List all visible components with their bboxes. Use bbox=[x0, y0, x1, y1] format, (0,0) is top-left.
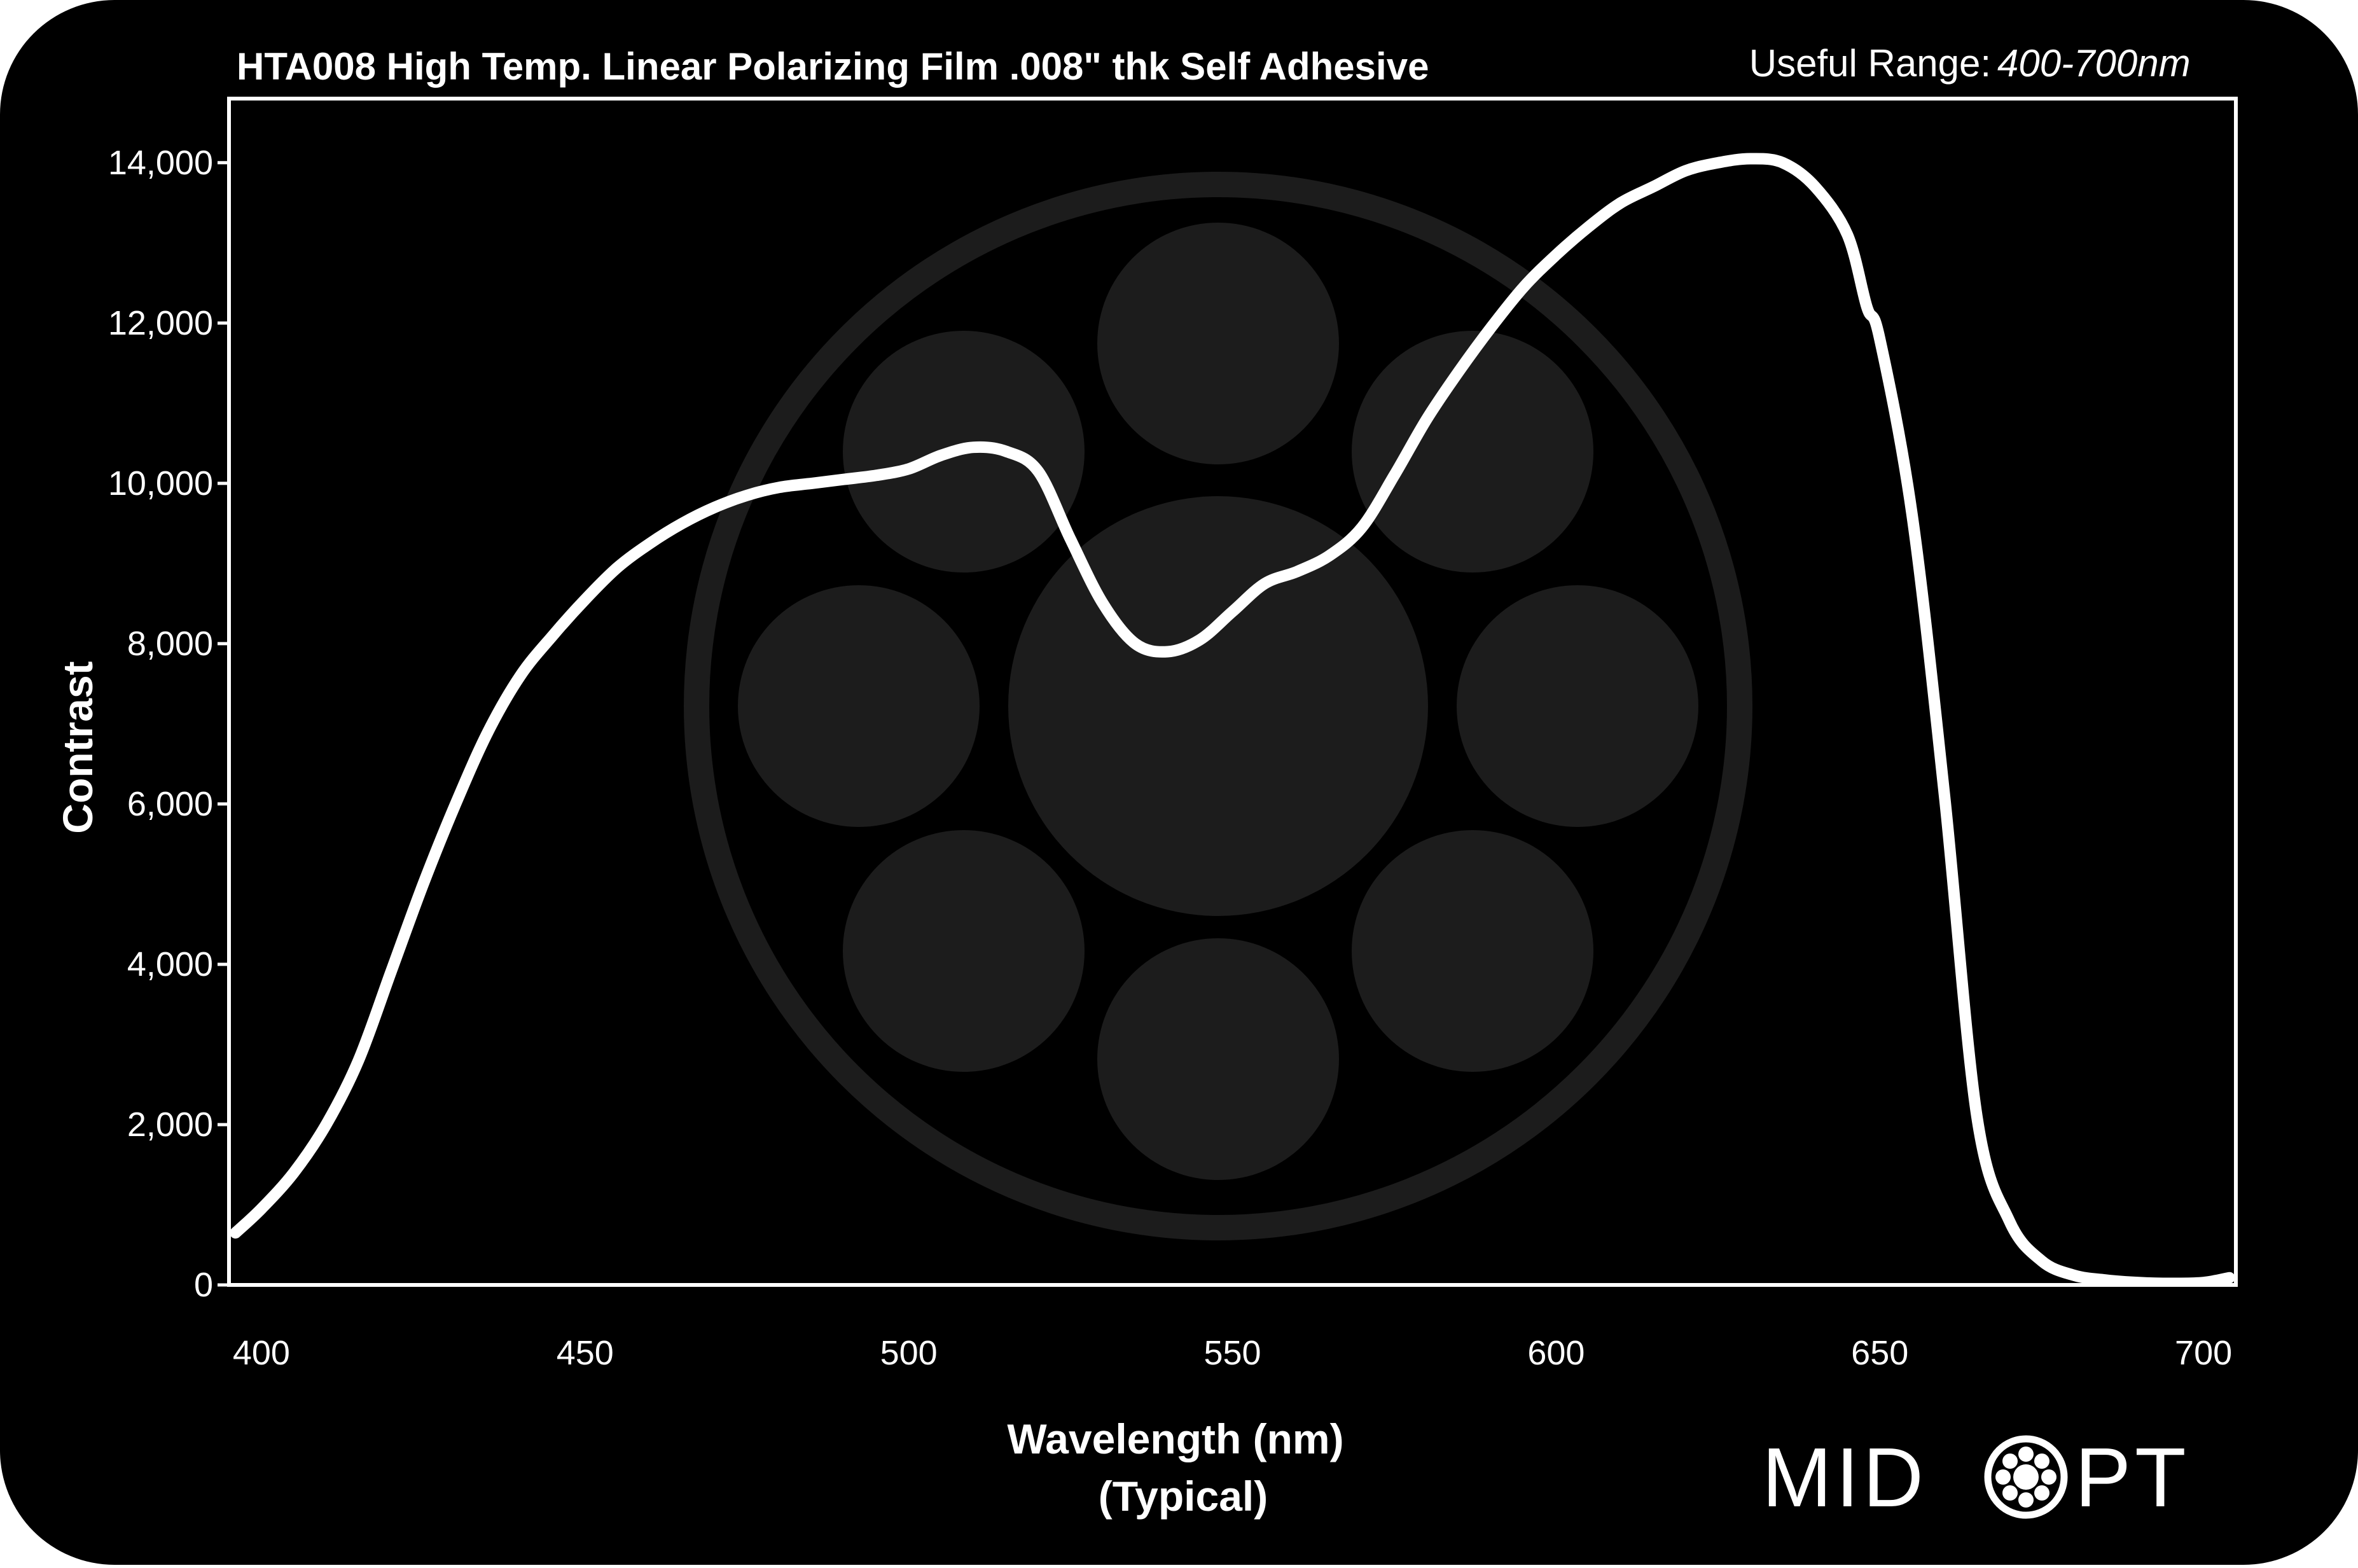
plot-frame bbox=[227, 97, 2238, 1287]
midopt-logo: MID PT bbox=[1762, 1431, 2190, 1524]
x-tick-label: 450 bbox=[557, 1334, 614, 1372]
chart-title: HTA008 High Temp. Linear Polarizing Film… bbox=[237, 45, 1429, 88]
contrast-series-line bbox=[230, 153, 2235, 1285]
watermark-disc bbox=[1352, 830, 1593, 1072]
x-axis-title: Wavelength (nm) bbox=[1007, 1415, 1343, 1462]
useful-range-value: 400-700nm bbox=[1997, 42, 2191, 85]
midopt-watermark-icon bbox=[684, 172, 1752, 1240]
y-tick-label: 6,000 bbox=[127, 785, 213, 823]
x-tick-label: 600 bbox=[1527, 1334, 1585, 1372]
logo-o-icon bbox=[1984, 1435, 2068, 1519]
y-tick-label: 10,000 bbox=[108, 464, 213, 503]
watermark-disc bbox=[738, 585, 980, 827]
logo-text-right: PT bbox=[2075, 1431, 2190, 1524]
x-tick-label: 700 bbox=[2175, 1334, 2232, 1372]
y-axis-title: Contrast bbox=[54, 661, 101, 833]
x-axis-subtitle: (Typical) bbox=[1099, 1473, 1268, 1520]
x-tick-label: 400 bbox=[233, 1334, 290, 1372]
watermark-disc bbox=[1352, 331, 1593, 572]
watermark-disc bbox=[1097, 938, 1339, 1180]
y-tick-label: 0 bbox=[194, 1266, 213, 1304]
x-tick-label: 500 bbox=[880, 1334, 938, 1372]
x-tick-label: 550 bbox=[1203, 1334, 1261, 1372]
x-tick-label: 650 bbox=[1851, 1334, 1908, 1372]
y-tick-label: 8,000 bbox=[127, 625, 213, 663]
watermark-disc bbox=[1457, 585, 1698, 827]
y-tick-label: 2,000 bbox=[127, 1106, 213, 1144]
watermark-center-disc bbox=[1008, 496, 1428, 916]
y-tick-label: 12,000 bbox=[108, 304, 213, 342]
watermark-disc bbox=[1097, 223, 1339, 464]
y-tick-label: 4,000 bbox=[127, 945, 213, 983]
y-tick-label: 14,000 bbox=[108, 144, 213, 182]
watermark-disc bbox=[843, 830, 1085, 1072]
logo-text-left: MID bbox=[1762, 1431, 1927, 1524]
useful-range-label: Useful Range: bbox=[1749, 42, 1991, 85]
watermark-ring bbox=[684, 172, 1752, 1240]
y-axis: 0 2,000 4,000 6,000 8,000 10,000 12,000 14,000 bbox=[108, 144, 229, 1304]
x-axis: 400 450 500 550 600 650 700 bbox=[233, 1334, 2232, 1372]
